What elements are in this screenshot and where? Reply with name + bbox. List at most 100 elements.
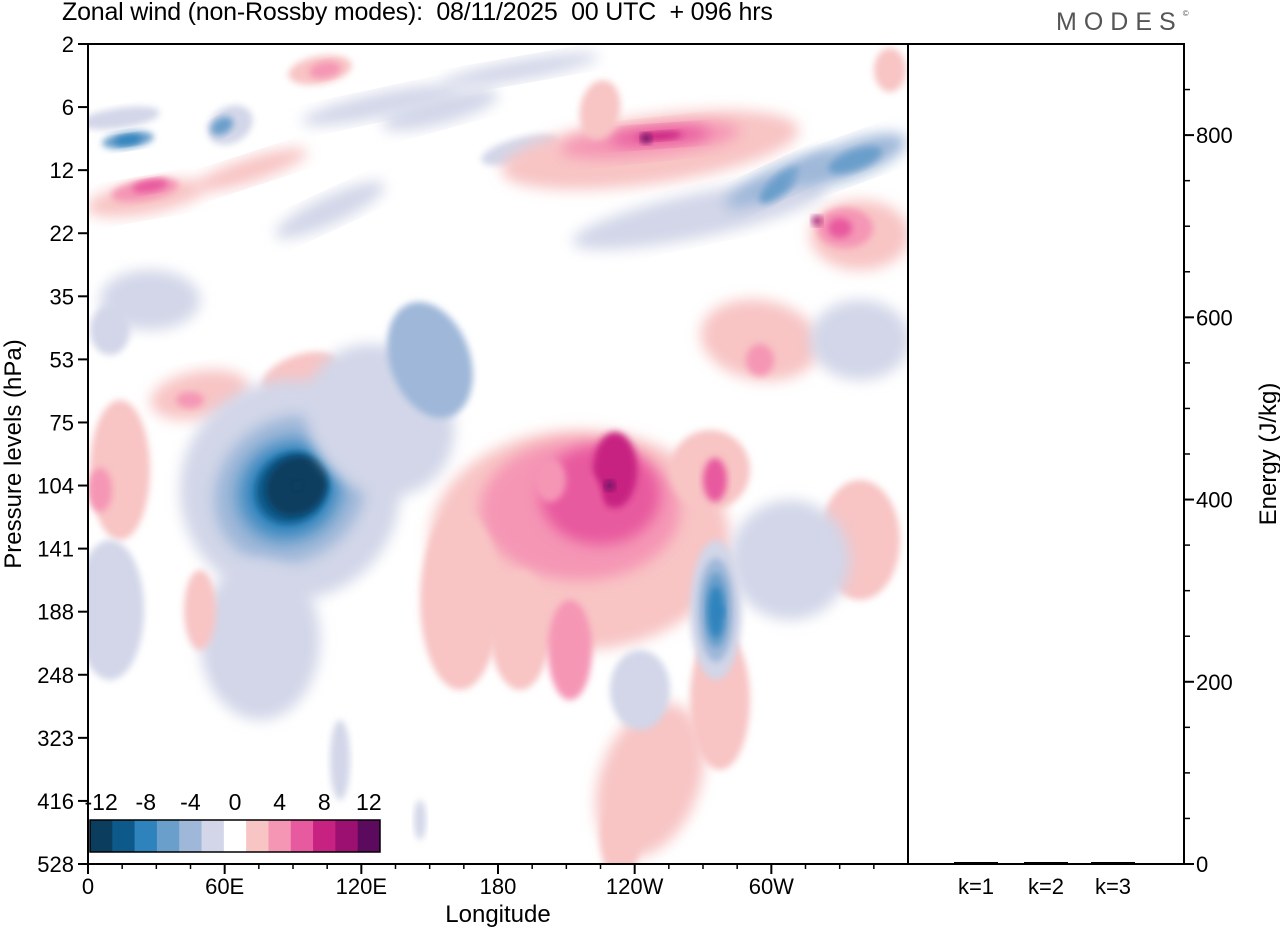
contour-region [548, 600, 592, 700]
y-tick-label: 104 [37, 474, 74, 499]
colorbar-swatch [134, 820, 158, 852]
contour-region [301, 84, 459, 126]
contour-region [210, 116, 234, 136]
colorbar-swatch [223, 820, 247, 852]
y-tick-label: 35 [50, 284, 74, 309]
colorbar: -12 -8 -4 0 4 8 12 [85, 789, 382, 853]
heatmap-feature [811, 215, 822, 226]
contour-region [275, 181, 385, 239]
y-tick-label: 528 [37, 852, 74, 877]
contour-region [192, 148, 308, 192]
contour-region [90, 305, 130, 355]
contour-region [810, 300, 908, 380]
colorbar-label: -4 [180, 789, 201, 815]
y-axis-title: Pressure levels (hPa) [0, 339, 27, 568]
contour-region [420, 510, 500, 690]
energy-tick-label: 0 [1196, 852, 1208, 877]
contour-region [490, 570, 550, 690]
x-tick-label: 60W [749, 874, 794, 899]
contour-region [610, 650, 670, 730]
contour-region [746, 344, 774, 376]
y-tick-label: 53 [50, 347, 74, 372]
y-tick-label: 416 [37, 789, 74, 814]
colorbar-swatch [290, 820, 314, 852]
contour-region [132, 179, 168, 193]
colorbar-swatch [90, 820, 113, 852]
energy-tick-label: 600 [1196, 305, 1233, 330]
x-tick-label: 120W [606, 874, 664, 899]
energy-bar [954, 862, 998, 864]
y-axis: 2 6 12 22 35 53 75 104 141 188 248 323 416 528 [37, 32, 88, 877]
chart-title: Zonal wind (non-Rossby modes): 08/11/202… [62, 0, 773, 26]
y-tick-label: 141 [37, 537, 74, 562]
contour-region [88, 106, 160, 130]
colorbar-swatch [357, 820, 381, 852]
colorbar-label: 0 [229, 789, 242, 815]
contour-region [700, 299, 820, 381]
contour-region [703, 458, 727, 502]
contour-region [534, 458, 566, 502]
colorbar-swatch [246, 820, 269, 852]
energy-tick-label: 800 [1196, 123, 1233, 148]
y-tick-label: 22 [50, 221, 74, 246]
contour-region [730, 500, 850, 620]
y-tick-label: 6 [62, 95, 74, 120]
energy-category-label: k=3 [1095, 874, 1131, 899]
contour-region [309, 61, 341, 79]
contour-region [828, 218, 852, 238]
heatmap-feature [713, 606, 724, 617]
colorbar-label: -8 [136, 789, 156, 815]
energy-bars: k=1 k=2 k=3 [954, 862, 1135, 899]
colorbar-swatch [335, 820, 359, 852]
contour-region [414, 800, 426, 840]
colorbar-swatch [313, 820, 336, 852]
contour-region [558, 470, 602, 530]
heatmap-feature [292, 480, 303, 491]
contour-region [200, 560, 320, 720]
contour-region [441, 52, 599, 88]
y-tick-label: 75 [50, 410, 74, 435]
energy-category-label: k=2 [1028, 874, 1064, 899]
contour-region [828, 146, 882, 174]
colorbar-label: 12 [356, 789, 382, 815]
x-tick-label: 0 [82, 874, 94, 899]
contour-region [759, 166, 801, 204]
contour-region [216, 630, 244, 690]
energy-bar [1091, 862, 1135, 864]
colorbar-label: 8 [318, 789, 331, 815]
contour-region [330, 720, 350, 800]
colorbar-label: 4 [273, 789, 286, 815]
contour-region [88, 540, 144, 680]
x-tick-label: 180 [480, 874, 517, 899]
contour-region [88, 468, 112, 512]
x-axis-title: Longitude [445, 901, 550, 928]
y-tick-label: 188 [37, 600, 74, 625]
x-axis: 0 60E 120E 180 120W 60W [82, 864, 875, 899]
heatmap-feature [641, 133, 652, 144]
contour-region [387, 301, 473, 419]
energy-tick-label: 200 [1196, 670, 1233, 695]
contour-region [579, 80, 621, 140]
colorbar-frame [89, 819, 381, 853]
colorbar-label: -12 [85, 789, 118, 815]
heatmap-feature [604, 480, 615, 491]
contour-region [874, 48, 906, 92]
energy-axis-title: Energy (J/kg) [1255, 383, 1280, 526]
x-tick-label: 120E [336, 874, 387, 899]
contour-region [600, 800, 640, 864]
contour-region [381, 89, 499, 131]
colorbar-swatch [156, 820, 180, 852]
energy-bar [1024, 862, 1068, 864]
contour-region [114, 134, 142, 146]
colorbar-swatch [268, 820, 292, 852]
contour-region [593, 432, 637, 508]
energy-axis: 0 200 400 600 800 [1184, 88, 1233, 877]
y-tick-label: 323 [37, 726, 74, 751]
contour-region [176, 392, 204, 408]
colorbar-swatch [201, 820, 225, 852]
energy-tick-label: 400 [1196, 488, 1233, 513]
colorbar-swatch [179, 820, 203, 852]
energy-frame [907, 43, 1185, 865]
energy-category-label: k=1 [958, 874, 994, 899]
